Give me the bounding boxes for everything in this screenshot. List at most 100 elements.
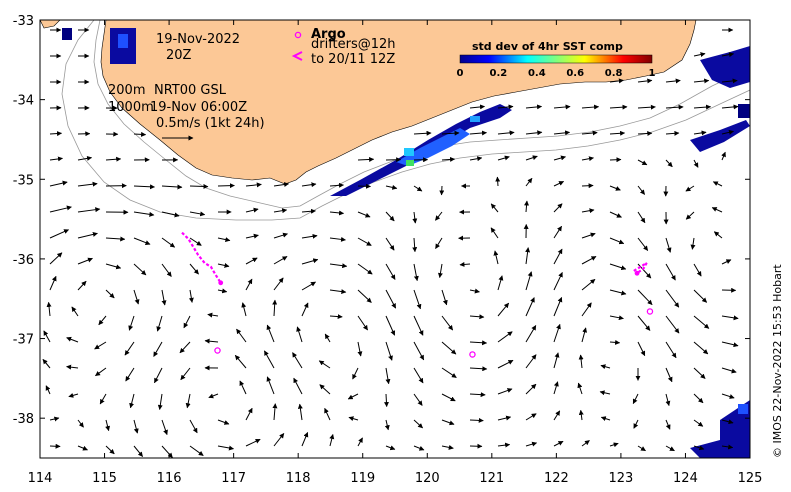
argo-legend-icon	[294, 31, 302, 39]
current-vector	[105, 236, 126, 242]
current-vector	[329, 289, 347, 295]
current-vector	[441, 130, 460, 136]
current-vector	[721, 129, 734, 135]
current-vector	[665, 445, 675, 452]
current-vector	[437, 263, 443, 279]
current-vector	[384, 419, 390, 431]
current-vector	[413, 130, 432, 136]
current-vector	[273, 256, 288, 265]
current-vector	[301, 208, 316, 214]
current-vector	[525, 271, 533, 291]
current-vector	[632, 393, 639, 405]
y-tick-label: -34	[13, 94, 34, 109]
current-vector	[161, 445, 173, 458]
current-vector	[721, 393, 735, 399]
credit-label: © IMOS 22-Nov-2022 15:53 Hobart	[771, 264, 784, 458]
current-vector	[189, 237, 202, 246]
current-vector	[105, 419, 111, 432]
current-vector	[297, 403, 303, 421]
current-vector	[357, 341, 363, 357]
current-vector	[578, 409, 584, 421]
current-vector	[469, 156, 483, 162]
current-vector	[525, 383, 537, 395]
drifters-to-label: to 20/11 12Z	[311, 52, 395, 67]
current-vector	[296, 326, 303, 343]
current-vector	[77, 207, 101, 213]
current-vector	[497, 302, 510, 317]
current-vector	[245, 233, 259, 239]
current-vector	[207, 312, 219, 318]
current-vector	[133, 131, 147, 137]
current-vector	[329, 314, 343, 320]
current-vector	[693, 130, 707, 136]
current-vector	[469, 392, 486, 398]
current-vector	[413, 367, 424, 384]
current-vector	[693, 78, 710, 84]
current-vector	[581, 156, 594, 162]
current-vector	[693, 445, 705, 451]
current-vector	[469, 288, 480, 294]
current-vector	[133, 419, 139, 434]
current-vector	[637, 315, 651, 331]
current-vector	[272, 403, 278, 421]
current-vector	[693, 263, 702, 277]
current-vector	[161, 237, 176, 248]
current-vector	[712, 181, 723, 187]
current-vector	[600, 364, 611, 370]
current-vector	[665, 104, 684, 110]
current-vector	[495, 176, 501, 187]
current-vector	[185, 393, 191, 409]
sst-pixels	[62, 28, 750, 458]
current-vector	[609, 104, 628, 110]
current-vector	[161, 184, 183, 190]
current-vector	[99, 393, 107, 405]
current-vector	[319, 384, 331, 395]
current-vector	[497, 155, 510, 161]
current-vector	[385, 184, 398, 190]
current-vector	[469, 417, 484, 423]
current-vector	[665, 315, 680, 334]
current-vector	[385, 263, 396, 280]
current-vector	[497, 104, 514, 110]
current-vector	[553, 181, 565, 187]
current-vector	[721, 78, 738, 84]
x-tick-label: 123	[608, 471, 633, 486]
current-vector	[600, 416, 611, 421]
current-vector	[383, 393, 389, 408]
current-vector	[273, 182, 290, 187]
current-vector	[241, 302, 247, 317]
current-vector	[324, 333, 331, 343]
isobath-1000m	[61, 20, 750, 221]
colorbar	[459, 54, 653, 64]
current-vector	[49, 156, 63, 162]
current-vector	[105, 289, 115, 299]
current-vector	[524, 200, 530, 213]
current-vector	[385, 445, 396, 451]
current-vector	[637, 130, 653, 136]
current-vector	[441, 444, 454, 450]
current-vector	[133, 263, 147, 276]
current-vector	[497, 415, 512, 421]
current-vector	[721, 315, 739, 321]
x-tick-label: 118	[286, 471, 311, 486]
current-vector	[239, 380, 247, 395]
current-vector	[469, 130, 488, 136]
current-vector	[665, 130, 680, 136]
current-vector	[245, 438, 261, 447]
current-vector	[66, 364, 79, 370]
current-vector	[217, 237, 231, 243]
current-vector	[581, 183, 594, 189]
current-vector	[469, 366, 488, 372]
current-vector	[94, 341, 107, 350]
colorbar-tick-label: 0	[457, 68, 464, 79]
current-vector	[77, 280, 87, 291]
current-vector	[553, 296, 563, 317]
current-vector	[236, 328, 247, 343]
current-vector	[441, 315, 454, 331]
current-vector	[609, 211, 622, 218]
current-vector	[721, 419, 734, 425]
current-vector	[133, 211, 155, 217]
colorbar-tick-label: 0.2	[490, 68, 508, 79]
current-vector	[49, 416, 60, 422]
drifters-legend-label: drifters@12h	[311, 37, 396, 52]
